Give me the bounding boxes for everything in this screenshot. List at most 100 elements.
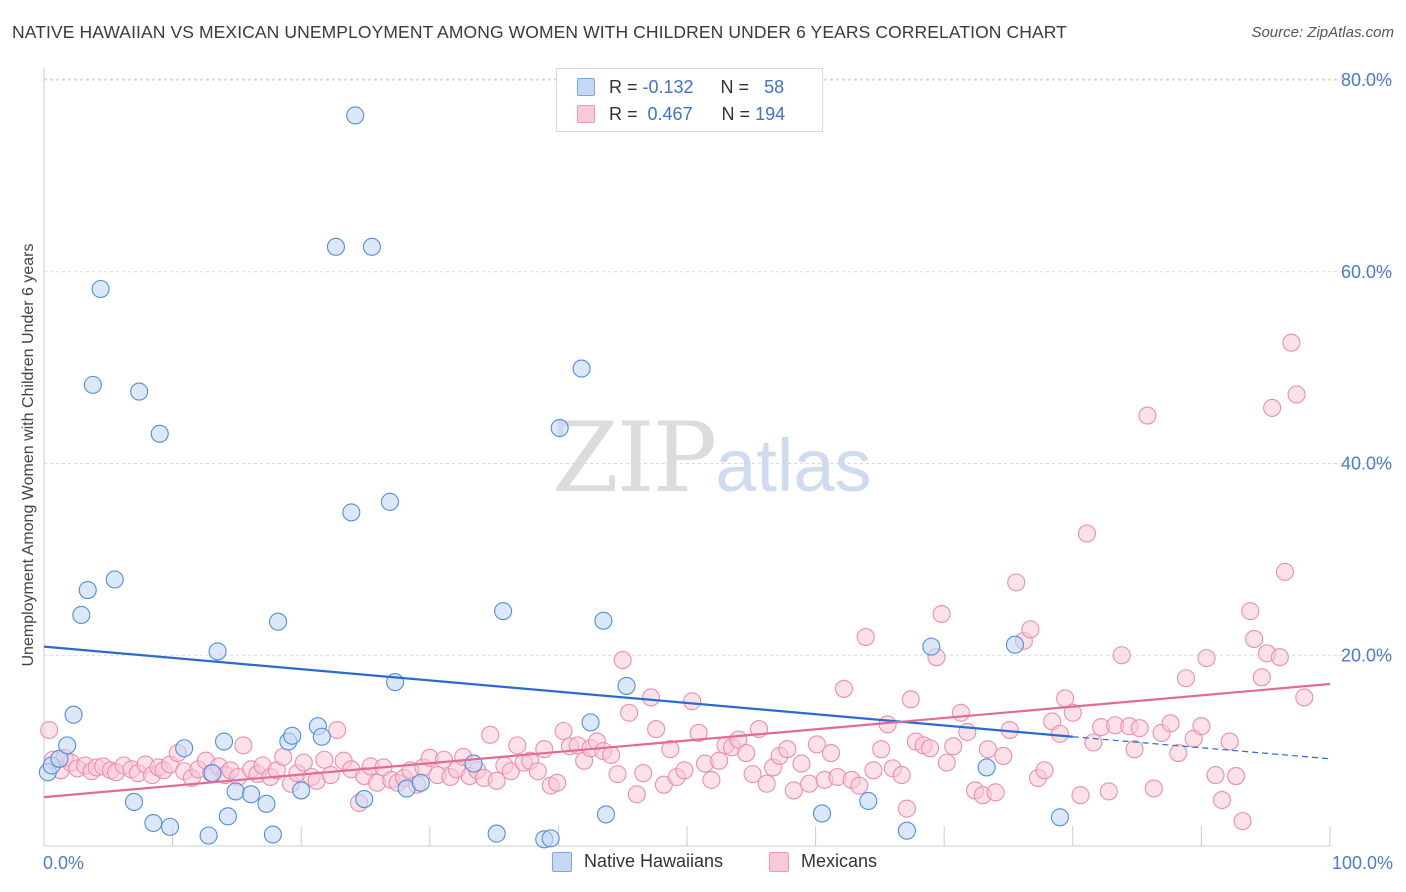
mexican-point: [807, 735, 826, 754]
y-tick-label: 80.0%: [1341, 70, 1392, 90]
mexican-point: [937, 753, 956, 772]
hawaiian-point: [241, 785, 261, 804]
mexican-point: [821, 743, 841, 763]
mexican-point: [892, 766, 911, 785]
hawaiian-point: [78, 581, 97, 600]
mexican-point: [1176, 669, 1196, 688]
mexican-point: [1197, 649, 1216, 668]
mexican-point: [1144, 779, 1163, 798]
mexican-point: [634, 764, 653, 783]
hawaiian-point: [812, 804, 832, 823]
hawaiian-point: [897, 821, 916, 840]
hawaiian-point: [617, 676, 636, 695]
hawaiian-point: [263, 825, 282, 844]
x-tick-label-min: 0.0%: [43, 853, 84, 873]
mexican-point: [710, 751, 729, 770]
mexican-point: [1287, 385, 1306, 404]
mexican-point: [1241, 602, 1260, 621]
legend-row-native-hawaiians: R = -0.132 N = 58: [577, 74, 784, 100]
hawaiian-point: [257, 794, 276, 813]
mexican-point: [613, 650, 632, 670]
mexican-point: [487, 771, 506, 790]
mexican-point: [481, 725, 500, 744]
mexican-point: [864, 761, 883, 780]
mexican-point: [850, 776, 869, 795]
hawaiian-point: [550, 418, 569, 438]
mexican-point: [856, 627, 875, 647]
mexican-point: [702, 770, 721, 789]
mexican-point: [602, 745, 621, 765]
hawaiian-point: [346, 106, 365, 125]
hawaiian-point: [355, 790, 374, 809]
mexican-point: [321, 766, 340, 785]
mexican-point: [554, 721, 573, 741]
mexican-point: [1295, 688, 1314, 707]
mexican-point: [40, 720, 59, 740]
mexican-point: [1077, 524, 1096, 543]
mexican-point: [1112, 646, 1131, 665]
mexican-point: [1021, 620, 1040, 639]
bottom-legend-label: Native Hawaiians: [584, 851, 724, 871]
hawaiian-point: [362, 237, 381, 256]
mexican-trend-line: [43, 682, 1331, 799]
mexican-point: [641, 688, 661, 707]
hawaiian-point: [342, 503, 361, 522]
mexican-point: [994, 746, 1013, 765]
chart-title: NATIVE HAWAIIAN VS MEXICAN UNEMPLOYMENT …: [12, 22, 1067, 42]
hawaiian-point: [326, 237, 345, 256]
mexican-point: [1245, 629, 1264, 649]
watermark-atlas: atlas: [715, 424, 872, 507]
y-tick-label: 20.0%: [1341, 645, 1392, 665]
hawaiian-point: [130, 382, 149, 401]
legend-n-value: 194: [755, 103, 786, 124]
mexican-point: [1050, 724, 1069, 743]
mexican-point: [1084, 733, 1103, 752]
hawaiian-point: [208, 642, 227, 661]
legend-r-label: R =: [609, 103, 638, 124]
hawaiian-point: [91, 279, 110, 299]
legend-n-label: N =: [720, 76, 750, 97]
mexican-point: [1130, 719, 1149, 738]
mexican-point: [274, 747, 293, 766]
bottom-legend-native-hawaiians: Native Hawaiians: [552, 851, 723, 872]
hawaiian-point: [581, 713, 600, 732]
mexican-point: [792, 754, 811, 773]
bottom-legend-swatch-mexican: [769, 851, 789, 872]
legend-n-value: 58: [764, 76, 785, 97]
hawaiian-point: [144, 813, 163, 833]
mexican-point: [897, 799, 916, 818]
hawaiian-point: [218, 807, 237, 826]
hawaiian-point: [464, 754, 483, 773]
mexican-point: [689, 723, 708, 742]
mexican-point: [901, 690, 920, 709]
hawaiian-point: [411, 773, 430, 792]
hawaiian-point: [977, 758, 996, 777]
hawaiian-point: [922, 637, 941, 656]
legend-swatch-hawaiian: [577, 78, 595, 96]
mexican-point: [743, 765, 762, 784]
hawaiian-trend-extension: [1072, 736, 1331, 760]
hawaiian-point: [72, 605, 91, 625]
mexican-point: [1063, 703, 1082, 722]
mexican-point: [1233, 812, 1252, 831]
legend-r-label: R =: [609, 76, 638, 97]
hawaiian-point: [292, 781, 311, 800]
mexican-point: [944, 737, 963, 756]
source-credit: Source: ZipAtlas.com: [1251, 24, 1394, 41]
mexican-point: [627, 785, 646, 804]
hawaiian-point: [105, 570, 124, 589]
hawaiian-point: [312, 727, 331, 746]
hawaiian-point: [50, 749, 69, 768]
hawaiian-point: [487, 824, 506, 843]
mexican-point: [608, 765, 627, 784]
mexican-point: [675, 761, 694, 780]
mexican-point: [501, 762, 520, 781]
hawaiian-point: [380, 492, 399, 511]
mexican-point: [683, 692, 702, 711]
hawaiian-point: [214, 732, 234, 751]
legend-row-mexicans: R = 0.467 N = 194: [577, 101, 785, 127]
mexican-point: [528, 762, 547, 781]
hawaiian-point: [1050, 808, 1069, 827]
mexican-point: [1275, 562, 1295, 581]
mexican-point: [1227, 767, 1246, 786]
